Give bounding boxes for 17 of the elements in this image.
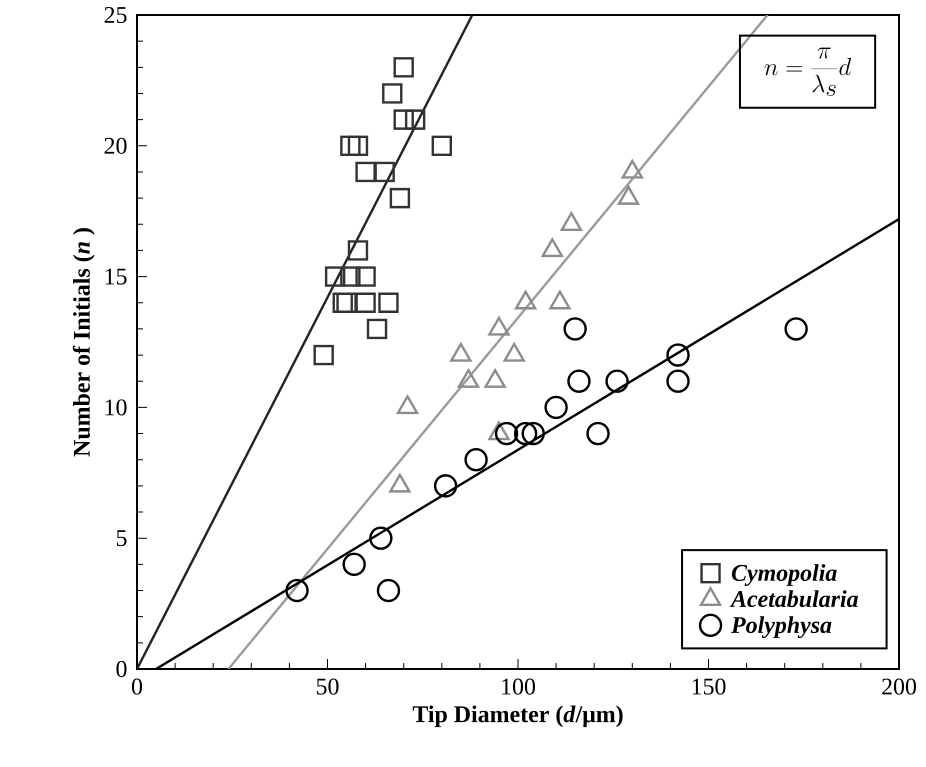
y-axis-title: Number of Initials (n )	[72, 228, 95, 456]
x-tick-label: 100	[502, 678, 536, 695]
x-tick-label: 0	[132, 678, 142, 695]
x-tick-label: 200	[882, 678, 916, 695]
legend-label: Cymopolia	[732, 564, 837, 586]
y-tick-label: 10	[106, 399, 127, 416]
y-tick-label: 25	[104, 6, 127, 24]
y-tick-label: 20	[104, 138, 127, 154]
annotation: $n = \frac{\pi}{\lambda_s} d$	[764, 48, 852, 96]
y-tick-label: 0	[116, 660, 127, 678]
x-tick-label: 50	[316, 678, 339, 695]
legend-label: Polyphysa	[731, 616, 832, 638]
y-tick-label: 15	[106, 268, 127, 285]
y-tick-label: 5	[116, 530, 127, 546]
x-tick-label: 150	[692, 678, 726, 695]
legend-label: Acetabularia	[730, 590, 858, 608]
x-axis-title: Tip Diameter (d/μm)	[412, 705, 623, 728]
